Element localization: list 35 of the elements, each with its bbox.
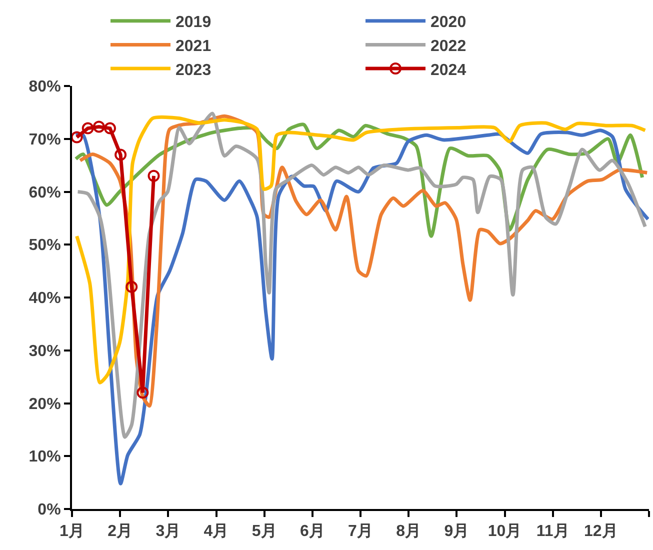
legend-label: 2021 xyxy=(176,38,212,55)
point xyxy=(114,148,127,161)
x-tick-label: 4月 xyxy=(204,523,229,540)
x-tick-label: 10月 xyxy=(488,523,522,540)
y-tick-label: 20% xyxy=(28,396,61,413)
point xyxy=(82,122,94,134)
x-tick-label: 6月 xyxy=(300,523,325,540)
x-tick-label: 11月 xyxy=(536,523,570,540)
legend-label: 2019 xyxy=(176,14,212,32)
y-tick-label: 50% xyxy=(28,237,61,254)
point xyxy=(104,122,116,134)
y-tick-label: 80% xyxy=(28,78,61,96)
x-tick-label: 3月 xyxy=(156,523,181,540)
point xyxy=(136,386,149,399)
x-tick-label: 7月 xyxy=(348,523,373,540)
legend-label: 2024 xyxy=(430,62,466,79)
x-tick-label: 1月 xyxy=(60,523,84,540)
y-tick-label: 0% xyxy=(38,502,61,519)
x-tick-label: 2月 xyxy=(108,523,133,540)
x-tick-label: 9月 xyxy=(444,523,470,540)
x-tick-label: 8月 xyxy=(396,523,422,540)
y-tick-label: 30% xyxy=(28,342,61,360)
y-tick-label: 40% xyxy=(28,290,61,308)
x-tick-label: 12月 xyxy=(584,523,618,540)
point xyxy=(148,170,160,182)
x-tick-label: 5月 xyxy=(252,523,277,540)
legend-label: 2020 xyxy=(430,14,466,32)
y-tick-label: 70% xyxy=(28,131,61,148)
point xyxy=(126,280,138,293)
y-tick-label: 10% xyxy=(28,448,61,466)
point xyxy=(92,120,105,133)
legend-label: 2022 xyxy=(430,38,466,55)
point xyxy=(72,131,83,144)
y-tick-label: 60% xyxy=(28,184,61,202)
legend-label: 2023 xyxy=(176,62,212,79)
